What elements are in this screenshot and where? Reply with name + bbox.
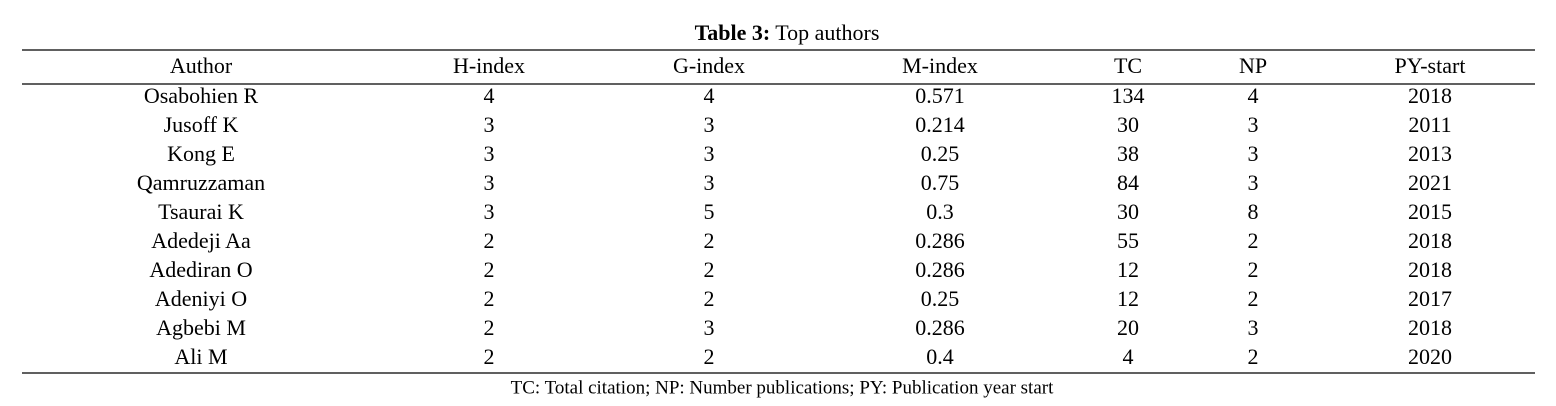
cell: 20 xyxy=(1117,315,1139,340)
column-header: Author xyxy=(170,53,233,78)
cell: 2 xyxy=(1248,286,1259,311)
cell: Adedeji Aa xyxy=(151,228,251,253)
cell: 2 xyxy=(484,257,495,282)
cell: Kong E xyxy=(167,141,235,166)
cell: 2 xyxy=(704,286,715,311)
cell: 3 xyxy=(484,199,495,224)
cell: 0.286 xyxy=(915,315,965,340)
cell: 0.214 xyxy=(915,112,965,137)
column-header: TC xyxy=(1114,53,1142,78)
cell: 3 xyxy=(1248,315,1259,340)
cell: 3 xyxy=(1248,170,1259,195)
cell: 2018 xyxy=(1408,228,1452,253)
footnote: TC: Total citation; NP: Number publicati… xyxy=(511,377,1054,398)
cell: Tsaurai K xyxy=(158,199,244,224)
cell: 4 xyxy=(484,83,495,108)
cell: Osabohien R xyxy=(144,83,259,108)
cell: 3 xyxy=(704,170,715,195)
cell: 2 xyxy=(1248,228,1259,253)
cell: 2 xyxy=(704,344,715,369)
cell: 2018 xyxy=(1408,257,1452,282)
cell: 0.25 xyxy=(921,286,960,311)
cell: 5 xyxy=(704,199,715,224)
cell: 3 xyxy=(1248,112,1259,137)
cell: 2 xyxy=(484,344,495,369)
cell: Adediran O xyxy=(149,257,252,282)
cell: 2 xyxy=(484,228,495,253)
column-header: M-index xyxy=(902,53,978,78)
cell: 3 xyxy=(484,170,495,195)
cell: Adeniyi O xyxy=(155,286,247,311)
cell: 8 xyxy=(1248,199,1259,224)
cell: 0.25 xyxy=(921,141,960,166)
cell: Jusoff K xyxy=(164,112,239,137)
cell: 30 xyxy=(1117,112,1139,137)
cell: 2 xyxy=(704,257,715,282)
cell: 4 xyxy=(1123,344,1134,369)
cell: 0.286 xyxy=(915,257,965,282)
caption: Table 3: Top authors xyxy=(695,20,880,45)
cell: 3 xyxy=(484,112,495,137)
caption-label: Table 3: xyxy=(695,20,771,45)
cell: Agbebi M xyxy=(156,315,246,340)
cell: 0.571 xyxy=(915,83,965,108)
cell: 2 xyxy=(704,228,715,253)
cell: 4 xyxy=(1248,83,1259,108)
cell: 84 xyxy=(1117,170,1139,195)
cell: 2011 xyxy=(1408,112,1451,137)
cell: 4 xyxy=(704,83,715,108)
cell: 0.286 xyxy=(915,228,965,253)
cell: 0.4 xyxy=(926,344,954,369)
cell: 0.3 xyxy=(926,199,954,224)
column-header: G-index xyxy=(673,53,745,78)
cell: 2 xyxy=(1248,344,1259,369)
cell: 12 xyxy=(1117,286,1139,311)
cell: 2015 xyxy=(1408,199,1452,224)
cell: Qamruzzaman xyxy=(137,170,265,195)
cell: Ali M xyxy=(174,344,227,369)
column-header: H-index xyxy=(453,53,525,78)
cell: 2013 xyxy=(1408,141,1452,166)
cell: 2017 xyxy=(1408,286,1452,311)
cell: 3 xyxy=(704,315,715,340)
cell: 38 xyxy=(1117,141,1139,166)
cell: 55 xyxy=(1117,228,1139,253)
cell: 2 xyxy=(484,286,495,311)
cell: 2020 xyxy=(1408,344,1452,369)
cell: 2 xyxy=(484,315,495,340)
cell: 3 xyxy=(704,112,715,137)
cell: 134 xyxy=(1112,83,1145,108)
cell: 3 xyxy=(1248,141,1259,166)
cell: 2018 xyxy=(1408,83,1452,108)
cell: 2021 xyxy=(1408,170,1452,195)
cell: 30 xyxy=(1117,199,1139,224)
cell: 2 xyxy=(1248,257,1259,282)
cell: 0.75 xyxy=(921,170,960,195)
column-header: PY-start xyxy=(1395,53,1466,78)
cell: 12 xyxy=(1117,257,1139,282)
column-header: NP xyxy=(1239,53,1267,78)
cell: 2018 xyxy=(1408,315,1452,340)
caption-text: Top authors xyxy=(775,20,879,45)
cell: 3 xyxy=(704,141,715,166)
cell: 3 xyxy=(484,141,495,166)
